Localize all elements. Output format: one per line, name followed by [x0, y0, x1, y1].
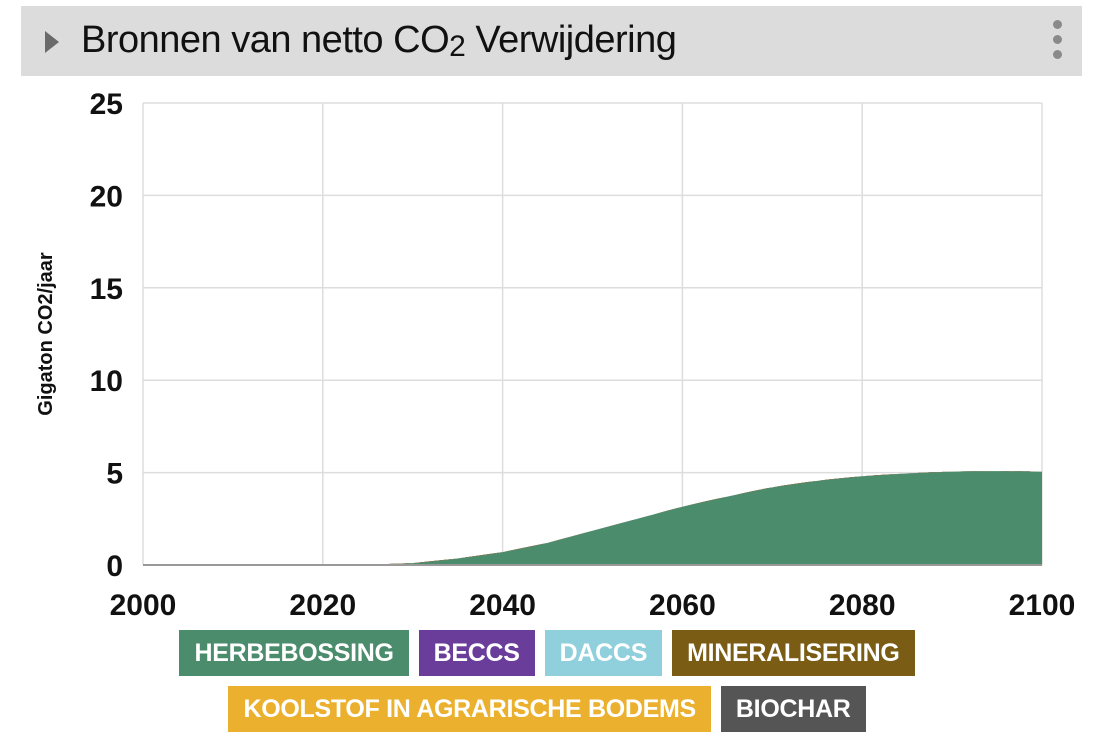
panel-header: Bronnen van netto CO2 Verwijdering: [21, 6, 1082, 76]
x-tick-label: 2040: [469, 589, 536, 622]
chart-legend: HERBEBOSSING BECCS DACCS MINERALISERING KOOL…: [0, 630, 1094, 742]
y-tick-label: 20: [90, 180, 123, 213]
more-options-icon[interactable]: [1050, 20, 1064, 64]
y-tick-label: 25: [90, 88, 123, 121]
x-tick-label: 2060: [649, 589, 716, 622]
area-chart: 0 5 10 15 20 25 2000 2020 2040 2060 2080 2100 Gigato…: [35, 88, 1076, 622]
legend-item-koolstof-in-agrarische-bodems[interactable]: KOOLSTOF IN AGRARISCHE BODEMS: [228, 686, 711, 732]
y-tick-label: 0: [106, 550, 123, 583]
legend-row: HERBEBOSSING BECCS DACCS MINERALISERING: [0, 630, 1094, 676]
legend-row: KOOLSTOF IN AGRARISCHE BODEMS BIOCHAR: [0, 686, 1094, 732]
chart-title: Bronnen van netto CO2 Verwijdering: [81, 19, 677, 63]
legend-item-mineralisering[interactable]: MINERALISERING: [672, 630, 915, 676]
legend-item-biochar[interactable]: BIOCHAR: [720, 686, 866, 732]
expand-caret-icon[interactable]: [45, 31, 59, 53]
area-series-herbebossing: [143, 471, 1042, 566]
y-tick-label: 10: [90, 365, 123, 398]
y-axis-label: Gigaton CO2/jaar: [35, 252, 57, 416]
y-tick-label: 15: [90, 273, 123, 306]
legend-item-beccs[interactable]: BECCS: [418, 630, 535, 676]
x-tick-label: 2080: [829, 589, 896, 622]
legend-item-herbebossing[interactable]: HERBEBOSSING: [179, 630, 409, 676]
legend-item-daccs[interactable]: DACCS: [544, 630, 663, 676]
y-tick-label: 5: [106, 458, 123, 491]
x-tick-label: 2000: [110, 589, 177, 622]
x-tick-label: 2020: [289, 589, 356, 622]
x-tick-label: 2100: [1009, 589, 1076, 622]
